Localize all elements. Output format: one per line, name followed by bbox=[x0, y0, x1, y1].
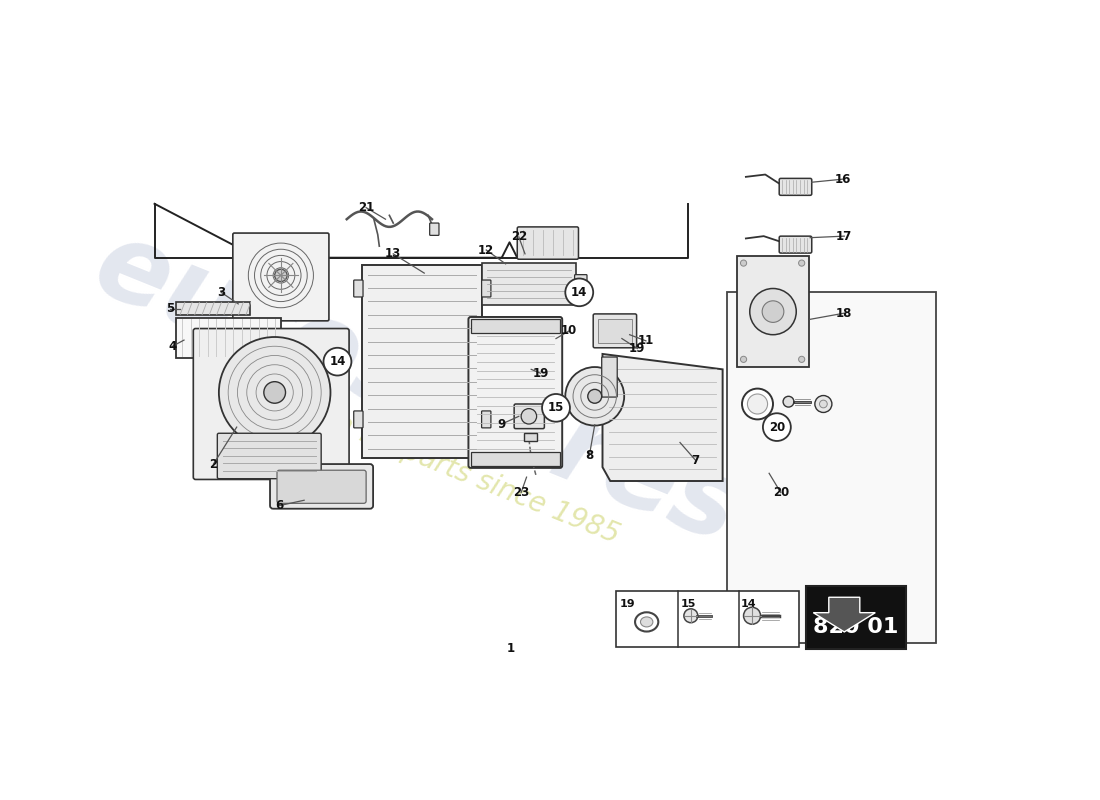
FancyBboxPatch shape bbox=[616, 591, 800, 646]
FancyBboxPatch shape bbox=[354, 280, 363, 297]
FancyBboxPatch shape bbox=[270, 464, 373, 509]
Text: 6: 6 bbox=[275, 499, 284, 512]
Text: 17: 17 bbox=[836, 230, 852, 242]
Text: 14: 14 bbox=[329, 355, 345, 368]
FancyBboxPatch shape bbox=[737, 256, 810, 367]
FancyBboxPatch shape bbox=[779, 236, 812, 253]
FancyBboxPatch shape bbox=[469, 317, 562, 468]
Circle shape bbox=[264, 382, 286, 403]
Text: 2: 2 bbox=[209, 458, 218, 470]
Circle shape bbox=[763, 414, 791, 441]
Text: 19: 19 bbox=[532, 366, 549, 380]
Circle shape bbox=[783, 396, 794, 407]
Circle shape bbox=[521, 409, 537, 424]
Circle shape bbox=[565, 367, 624, 426]
Circle shape bbox=[799, 356, 805, 362]
Text: 14: 14 bbox=[571, 286, 587, 299]
FancyBboxPatch shape bbox=[574, 274, 587, 293]
FancyBboxPatch shape bbox=[176, 318, 280, 358]
Text: 11: 11 bbox=[638, 334, 654, 347]
Text: 20: 20 bbox=[769, 421, 785, 434]
FancyBboxPatch shape bbox=[779, 178, 812, 195]
FancyBboxPatch shape bbox=[176, 302, 250, 314]
Text: 12: 12 bbox=[478, 243, 494, 257]
Ellipse shape bbox=[635, 612, 658, 631]
FancyBboxPatch shape bbox=[430, 223, 439, 235]
Circle shape bbox=[742, 389, 773, 419]
Text: 15: 15 bbox=[681, 599, 696, 609]
FancyBboxPatch shape bbox=[602, 357, 617, 397]
FancyBboxPatch shape bbox=[593, 314, 637, 348]
FancyBboxPatch shape bbox=[471, 452, 560, 466]
Text: 23: 23 bbox=[513, 486, 529, 499]
Polygon shape bbox=[813, 598, 876, 632]
Text: 5: 5 bbox=[166, 302, 174, 315]
Circle shape bbox=[587, 390, 602, 403]
Text: 13: 13 bbox=[385, 247, 402, 260]
FancyBboxPatch shape bbox=[482, 411, 491, 428]
FancyBboxPatch shape bbox=[482, 263, 576, 305]
Circle shape bbox=[219, 337, 330, 448]
FancyBboxPatch shape bbox=[277, 470, 366, 503]
Circle shape bbox=[740, 260, 747, 266]
Text: 820 01: 820 01 bbox=[813, 618, 899, 638]
Text: 19: 19 bbox=[619, 599, 635, 609]
FancyBboxPatch shape bbox=[726, 292, 936, 642]
FancyBboxPatch shape bbox=[805, 586, 906, 649]
FancyBboxPatch shape bbox=[517, 227, 579, 259]
Circle shape bbox=[565, 278, 593, 306]
Text: 8: 8 bbox=[585, 449, 594, 462]
FancyBboxPatch shape bbox=[482, 280, 491, 297]
Circle shape bbox=[275, 270, 287, 282]
Ellipse shape bbox=[640, 617, 653, 627]
FancyBboxPatch shape bbox=[218, 434, 321, 478]
Circle shape bbox=[744, 607, 760, 624]
Circle shape bbox=[750, 289, 796, 334]
FancyBboxPatch shape bbox=[194, 329, 349, 479]
FancyBboxPatch shape bbox=[525, 434, 537, 441]
Text: 7: 7 bbox=[692, 454, 700, 466]
Circle shape bbox=[747, 394, 768, 414]
Text: 22: 22 bbox=[510, 230, 527, 243]
Circle shape bbox=[815, 395, 832, 413]
Polygon shape bbox=[603, 354, 723, 481]
FancyBboxPatch shape bbox=[233, 233, 329, 321]
Text: 18: 18 bbox=[836, 306, 852, 320]
FancyBboxPatch shape bbox=[362, 266, 483, 458]
Circle shape bbox=[820, 400, 827, 408]
Text: 10: 10 bbox=[561, 324, 578, 338]
Text: 4: 4 bbox=[168, 340, 176, 353]
Text: a passion for parts since 1985: a passion for parts since 1985 bbox=[224, 366, 624, 550]
Text: 16: 16 bbox=[835, 173, 851, 186]
Circle shape bbox=[762, 301, 784, 322]
Text: 3: 3 bbox=[217, 286, 226, 299]
Circle shape bbox=[323, 348, 351, 375]
Text: 9: 9 bbox=[497, 418, 506, 430]
Text: 14: 14 bbox=[741, 599, 757, 609]
Text: eurospares: eurospares bbox=[79, 211, 755, 566]
FancyBboxPatch shape bbox=[354, 411, 363, 428]
Circle shape bbox=[684, 609, 697, 622]
Text: 1: 1 bbox=[507, 642, 515, 655]
Text: 15: 15 bbox=[548, 402, 564, 414]
Text: 20: 20 bbox=[772, 486, 789, 499]
Circle shape bbox=[542, 394, 570, 422]
FancyBboxPatch shape bbox=[598, 318, 631, 343]
Text: 21: 21 bbox=[358, 201, 374, 214]
FancyBboxPatch shape bbox=[471, 319, 560, 333]
Text: 19: 19 bbox=[629, 342, 646, 355]
Circle shape bbox=[740, 356, 747, 362]
FancyBboxPatch shape bbox=[514, 404, 544, 429]
Circle shape bbox=[799, 260, 805, 266]
